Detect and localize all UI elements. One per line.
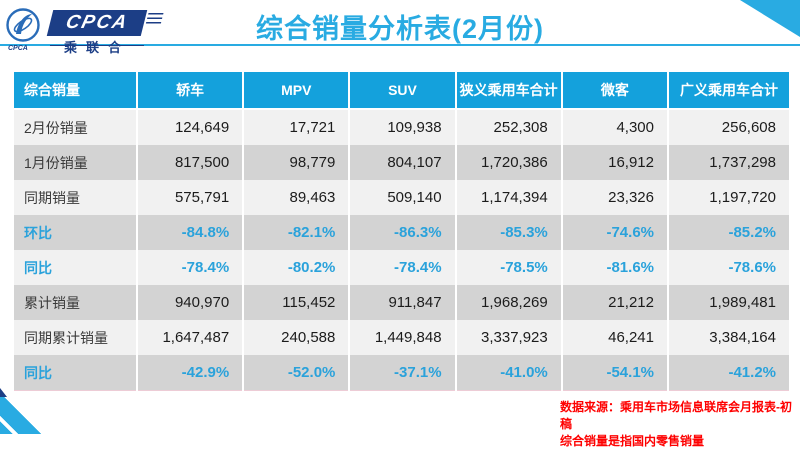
table-cell: 911,847 [348,285,456,320]
table-cell: 46,241 [560,320,668,355]
table-cell: 817,500 [135,145,244,180]
table-cell: -78.4% [135,250,244,285]
table-cell: -85.3% [454,215,562,250]
row-label-column-header: 综合销量 [14,72,137,110]
table-cell: 509,140 [348,180,456,215]
table-cell: 1,197,720 [667,180,789,215]
logo-wordmark-group: CPCA 乘联合 [46,10,148,56]
table-row: 同期累计销量 1,647,487 240,588 1,449,848 3,337,923… [14,320,789,355]
table-cell: 4,300 [560,109,668,145]
source-note: 数据来源：乘用车市场信息联席会月报表-初稿 [560,400,792,431]
row-label: 同期销量 [14,180,137,215]
table-cell: -37.1% [348,355,456,391]
table-cell: -52.0% [242,355,350,391]
column-header: SUV [348,72,456,110]
table-cell: 21,212 [560,285,668,320]
table-row: 同比 -42.9% -52.0% -37.1% -41.0% -54.1% -41.2% [14,355,789,391]
table-cell: 3,337,923 [454,320,562,355]
row-label: 同比 [14,250,137,285]
table-cell: 1,647,487 [135,320,244,355]
logo-subtitle: 乘联合 [50,37,144,56]
table-cell: -74.6% [560,215,668,250]
table-cell: 17,721 [242,109,350,145]
table-cell: -54.1% [560,355,668,391]
table-cell: 940,970 [135,285,244,320]
cpca-emblem-icon: CPCA [6,8,40,52]
table-cell: 252,308 [454,109,562,145]
footnotes: 数据来源：乘用车市场信息联席会月报表-初稿 综合销量是指国内零售销量 [560,399,800,450]
table-cell: 1,449,848 [348,320,456,355]
column-header: 广义乘用车合计 [667,72,789,110]
table-cell: -84.8% [135,215,244,250]
table-cell: -41.0% [454,355,562,391]
table-cell: -81.6% [560,250,668,285]
corner-stripe-dark-sliver [0,388,7,397]
table-cell: -82.1% [242,215,350,250]
table-cell: -80.2% [242,250,350,285]
table-row: 环比 -84.8% -82.1% -86.3% -85.3% -74.6% -85.2% [14,215,789,250]
table-cell: 16,912 [560,145,668,180]
row-label: 同期累计销量 [14,320,137,355]
row-label: 2月份销量 [14,109,137,145]
header-divider-line [0,44,800,46]
table-cell: 1,989,481 [667,285,789,320]
page-title: 综合销量分析表(2月份) [256,14,544,44]
sales-table: 综合销量 轿车 MPV SUV 狭义乘用车合计 微客 广义乘用车合计 2月份销量 124,64… [14,72,789,391]
column-header: 轿车 [135,72,244,110]
table-cell: 1,174,394 [454,180,562,215]
table-cell: 240,588 [242,320,350,355]
table-cell: 124,649 [135,109,244,145]
table-cell: 89,463 [242,180,350,215]
emblem-caption: CPCA [8,45,28,52]
table-cell: -41.2% [667,355,789,391]
row-label: 环比 [14,215,137,250]
table-cell: -78.5% [454,250,562,285]
table-cell: -42.9% [135,355,244,391]
table-row: 1月份销量 817,500 98,779 804,107 1,720,386 16,912… [14,145,789,180]
table-cell: 98,779 [242,145,350,180]
column-header: 微客 [560,72,668,110]
table-row: 同比 -78.4% -80.2% -78.4% -78.5% -81.6% -78.6% [14,250,789,285]
table-cell: -85.2% [667,215,789,250]
table-cell: 256,608 [667,109,789,145]
table-row: 同期销量 575,791 89,463 509,140 1,174,394 23,326 1… [14,180,789,215]
table-cell: -78.6% [667,250,789,285]
table-cell: 3,384,164 [667,320,789,355]
table-row: 累计销量 940,970 115,452 911,847 1,968,269 21,212… [14,285,789,320]
table-cell: 109,938 [348,109,456,145]
table-cell: 804,107 [348,145,456,180]
table-row: 2月份销量 124,649 17,721 109,938 252,308 4,300 256… [14,109,789,145]
row-label: 同比 [14,355,137,391]
table-cell: 1,968,269 [454,285,562,320]
cpca-logo: CPCA CPCA 乘联合 [2,5,148,56]
definition-note: 综合销量是指国内零售销量 [560,434,705,448]
table-cell: -86.3% [348,215,456,250]
column-header: MPV [242,72,350,110]
row-label: 累计销量 [14,285,137,320]
table-cell: 23,326 [560,180,668,215]
table-cell: -78.4% [348,250,456,285]
table-cell: 1,737,298 [667,145,789,180]
table-cell: 575,791 [135,180,244,215]
table-cell: 115,452 [242,285,350,320]
row-label: 1月份销量 [14,145,137,180]
table-header-row: 综合销量 轿车 MPV SUV 狭义乘用车合计 微客 广义乘用车合计 [14,72,789,110]
table-cell: 1,720,386 [454,145,562,180]
column-header: 狭义乘用车合计 [454,72,562,110]
